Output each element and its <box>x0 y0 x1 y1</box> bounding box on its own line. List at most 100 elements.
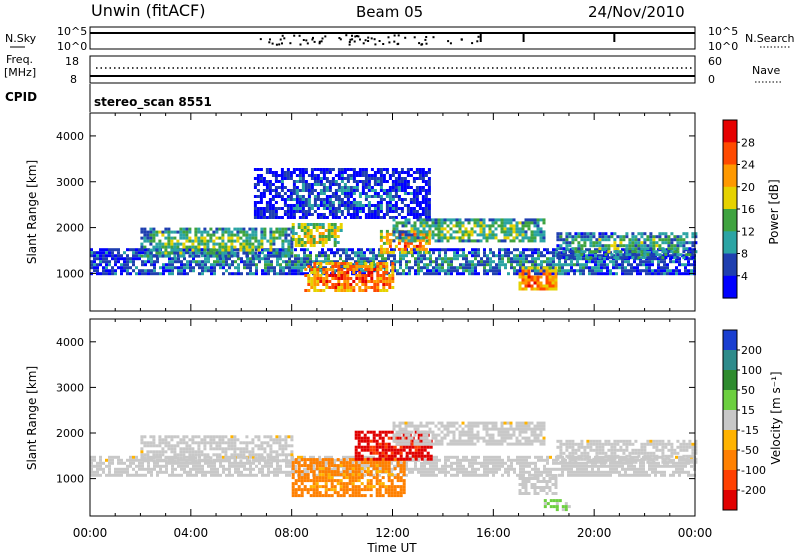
data-cell <box>272 239 276 243</box>
data-cell <box>120 467 123 471</box>
data-cell <box>251 447 255 451</box>
data-cell <box>251 248 255 252</box>
data-cell <box>675 470 678 474</box>
data-cell <box>120 473 123 477</box>
data-cell <box>627 263 630 267</box>
data-cell <box>126 248 129 252</box>
data-cell <box>388 277 392 280</box>
data-cell <box>123 461 126 465</box>
data-cell <box>248 248 252 252</box>
data-cell <box>447 458 450 462</box>
data-cell <box>279 257 282 261</box>
data-cell <box>200 251 204 255</box>
data-cell <box>96 263 99 267</box>
data-cell <box>234 467 237 471</box>
data-cell <box>105 272 108 276</box>
data-cell <box>146 233 150 237</box>
data-cell <box>316 216 320 219</box>
data-cell <box>173 459 177 463</box>
data-cell <box>210 272 213 276</box>
data-cell <box>379 250 383 254</box>
data-cell <box>417 257 420 261</box>
data-cell <box>210 461 213 465</box>
data-cell <box>633 473 636 477</box>
data-cell <box>480 473 483 477</box>
data-cell <box>654 257 657 261</box>
data-cell <box>96 251 99 255</box>
data-cell <box>408 455 411 459</box>
data-cell <box>606 473 609 477</box>
data-cell <box>522 257 525 261</box>
data-cell <box>516 257 519 261</box>
data-cell <box>164 459 168 463</box>
data-cell <box>456 272 459 276</box>
data-cell <box>664 253 668 257</box>
data-cell <box>306 254 309 258</box>
data-cell <box>621 269 624 273</box>
data-cell <box>281 254 285 258</box>
data-cell <box>294 244 298 247</box>
data-cell <box>504 254 507 258</box>
data-cell <box>687 251 690 255</box>
data-cell <box>450 455 453 459</box>
data-cell <box>212 230 216 234</box>
data-cell <box>150 263 153 267</box>
data-cell <box>400 177 404 180</box>
data-cell <box>243 263 246 267</box>
data-cell <box>576 263 579 267</box>
data-cell <box>424 250 428 254</box>
data-cell <box>663 473 666 477</box>
data-cell <box>183 248 186 252</box>
data-cell <box>135 455 138 459</box>
data-cell <box>222 464 225 468</box>
data-cell <box>185 447 189 451</box>
data-cell <box>204 269 207 273</box>
data-cell <box>485 233 489 237</box>
data-cell <box>242 447 246 451</box>
data-cell <box>358 210 362 213</box>
data-cell <box>277 207 281 210</box>
data-cell <box>306 263 309 267</box>
data-cell <box>503 233 507 237</box>
data-cell <box>370 262 374 265</box>
data-cell <box>295 189 299 192</box>
data-cell <box>391 195 395 198</box>
data-cell <box>506 233 510 237</box>
data-cell <box>548 275 552 279</box>
data-cell <box>216 263 219 267</box>
data-cell <box>255 464 258 468</box>
data-cell <box>537 263 540 267</box>
data-cell <box>588 458 591 462</box>
data-cell <box>297 254 300 258</box>
data-cell <box>228 473 231 477</box>
colorbar-segment <box>723 164 737 188</box>
data-cell <box>513 467 516 471</box>
data-cell <box>316 168 320 171</box>
data-cell <box>536 224 540 228</box>
data-cell <box>571 247 575 251</box>
data-cell <box>346 195 350 198</box>
data-cell <box>222 455 225 459</box>
data-cell <box>654 272 657 276</box>
data-cell <box>99 254 102 258</box>
data-cell <box>216 257 219 261</box>
data-cell <box>468 266 471 270</box>
data-cell <box>180 266 183 270</box>
data-cell <box>191 239 195 243</box>
data-cell <box>567 248 570 252</box>
data-cell <box>446 230 450 234</box>
data-cell <box>645 470 648 474</box>
data-cell <box>261 251 264 255</box>
data-cell <box>268 207 272 210</box>
data-cell <box>331 168 335 171</box>
data-cell <box>498 461 501 465</box>
data-cell <box>518 281 522 285</box>
data-cell <box>307 283 311 286</box>
data-cell <box>318 235 322 238</box>
data-cell <box>554 284 558 288</box>
data-cell <box>522 248 525 252</box>
data-cell <box>153 467 156 471</box>
data-cell <box>343 207 347 210</box>
data-cell <box>394 195 398 198</box>
data-cell <box>298 168 302 171</box>
